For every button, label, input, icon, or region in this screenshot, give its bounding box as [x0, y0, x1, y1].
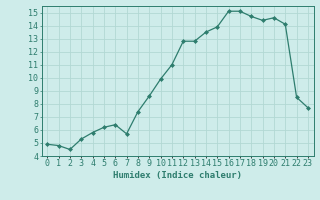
X-axis label: Humidex (Indice chaleur): Humidex (Indice chaleur) [113, 171, 242, 180]
